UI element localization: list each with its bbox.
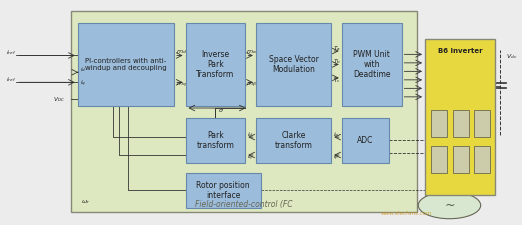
Text: $m_d$: $m_d$	[175, 48, 186, 56]
FancyBboxPatch shape	[425, 39, 495, 195]
Text: $V_{dc}$: $V_{dc}$	[506, 52, 517, 61]
Text: $T_c$: $T_c$	[333, 76, 341, 85]
Text: $i_d$: $i_d$	[247, 130, 254, 139]
Text: $i_\beta$: $i_\beta$	[333, 153, 339, 163]
Text: $i_q$: $i_q$	[247, 153, 253, 163]
Text: ADC: ADC	[357, 136, 373, 145]
FancyBboxPatch shape	[71, 11, 417, 212]
FancyBboxPatch shape	[453, 146, 469, 173]
Text: $i_\alpha$: $i_\alpha$	[333, 130, 339, 139]
Text: Field-oriented-control (FC: Field-oriented-control (FC	[195, 200, 293, 209]
FancyBboxPatch shape	[342, 118, 388, 163]
FancyBboxPatch shape	[256, 118, 331, 163]
Text: PI-controllers with anti-
windup and decoupling: PI-controllers with anti- windup and dec…	[85, 58, 167, 71]
Text: $\sigma$: $\sigma$	[218, 107, 224, 114]
Text: Space Vector
Modulation: Space Vector Modulation	[269, 55, 318, 74]
FancyBboxPatch shape	[431, 146, 447, 173]
Text: Inverse
Park
Transform: Inverse Park Transform	[196, 50, 234, 79]
FancyBboxPatch shape	[453, 110, 469, 137]
FancyBboxPatch shape	[474, 146, 490, 173]
Text: Park
transform: Park transform	[196, 131, 234, 150]
FancyBboxPatch shape	[185, 23, 245, 106]
FancyBboxPatch shape	[185, 118, 245, 163]
Text: $i_d$: $i_d$	[80, 65, 87, 74]
FancyBboxPatch shape	[431, 110, 447, 137]
Circle shape	[418, 192, 481, 219]
FancyBboxPatch shape	[78, 23, 174, 106]
Text: $V_{DC}$: $V_{DC}$	[53, 95, 65, 104]
Text: $m_\beta$: $m_\beta$	[246, 81, 257, 90]
Text: $\omega_r$: $\omega_r$	[81, 198, 91, 206]
Text: $m_\alpha$: $m_\alpha$	[246, 48, 257, 56]
Text: $m_q$: $m_q$	[175, 81, 186, 90]
Text: PWM Unit
with
Deadtime: PWM Unit with Deadtime	[353, 50, 390, 79]
Text: www.elecfans.com: www.elecfans.com	[381, 212, 433, 216]
FancyBboxPatch shape	[256, 23, 331, 106]
Text: B6 Inverter: B6 Inverter	[438, 48, 482, 54]
Text: ~: ~	[444, 199, 455, 212]
FancyBboxPatch shape	[474, 110, 490, 137]
Text: $i_q$: $i_q$	[80, 79, 87, 89]
FancyBboxPatch shape	[342, 23, 401, 106]
Text: $T_b$: $T_b$	[333, 57, 341, 66]
Text: $i_{ref}$: $i_{ref}$	[6, 48, 16, 57]
Text: Clarke
transform: Clarke transform	[275, 131, 313, 150]
Text: $i_{ref}$: $i_{ref}$	[6, 75, 16, 84]
FancyBboxPatch shape	[185, 173, 261, 207]
Text: Rotor position
interface: Rotor position interface	[196, 180, 250, 200]
Text: $T_a$: $T_a$	[333, 44, 341, 53]
